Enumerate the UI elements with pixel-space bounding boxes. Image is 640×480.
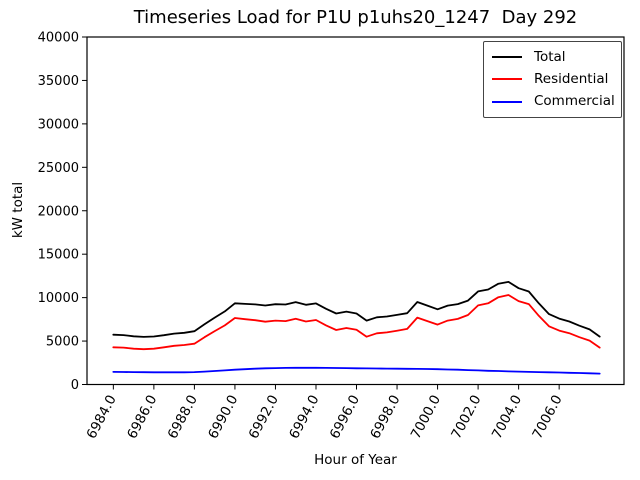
- y-tick-label: 25000: [38, 161, 79, 176]
- y-tick-label: 10000: [38, 291, 79, 306]
- y-tick-label: 5000: [46, 335, 79, 350]
- series-line-total: [112, 280, 601, 338]
- y-tick-label: 30000: [38, 117, 79, 132]
- legend-line-commercial-icon: [492, 100, 522, 103]
- x-tick-label: 6992.0: [246, 392, 282, 441]
- x-tick-label: 7000.0: [408, 392, 444, 441]
- legend-label-commercial: Commercial: [534, 93, 615, 110]
- x-tick-label: 6996.0: [327, 392, 363, 441]
- legend-line-total-icon: [492, 56, 522, 59]
- x-tick-label: 6986.0: [124, 392, 160, 441]
- y-tick-label: 0: [71, 378, 79, 393]
- legend-label-total: Total: [534, 48, 566, 65]
- legend-line-residential-icon: [492, 78, 522, 81]
- x-tick-label: 6984.0: [84, 392, 120, 441]
- x-tick-label: 7006.0: [529, 392, 565, 441]
- x-tick-label: 6988.0: [165, 392, 201, 441]
- legend-label-residential: Residential: [534, 71, 609, 88]
- y-tick-label: 15000: [38, 248, 79, 263]
- chart-title: Timeseries Load for P1U p1uhs20_1247 Day…: [133, 7, 578, 28]
- series-line-residential: [112, 294, 601, 351]
- x-axis-label: Hour of Year: [314, 452, 397, 468]
- legend: Total Residential Commercial: [483, 41, 622, 118]
- legend-entry-commercial: Commercial: [492, 94, 621, 109]
- x-tick-label: 6994.0: [286, 392, 322, 441]
- x-tick-label: 7004.0: [489, 392, 525, 441]
- x-tick-label: 7002.0: [448, 392, 484, 441]
- axes-frame: [86, 36, 625, 386]
- y-tick-label: 20000: [38, 204, 79, 219]
- x-tick-label: 6990.0: [205, 392, 241, 441]
- legend-entry-residential: Residential: [492, 72, 621, 87]
- x-tick-label: 6998.0: [367, 392, 403, 441]
- series-line-commercial: [112, 366, 601, 375]
- y-tick-label: 40000: [38, 31, 79, 46]
- legend-entry-total: Total: [492, 48, 621, 65]
- y-tick-label: 35000: [38, 74, 79, 89]
